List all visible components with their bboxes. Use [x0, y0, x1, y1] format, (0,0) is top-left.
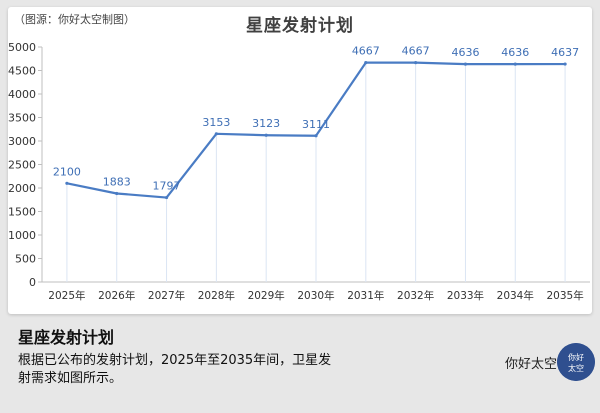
- x-tick-label: 2028年: [198, 289, 235, 302]
- data-label: 4667: [352, 45, 380, 58]
- y-tick-label: 3000: [8, 135, 36, 148]
- data-point: [115, 191, 119, 196]
- x-tick-label: 2032年: [397, 289, 434, 302]
- data-point: [513, 62, 517, 66]
- x-tick-label: 2029年: [248, 289, 285, 302]
- y-tick-label: 1500: [8, 206, 36, 219]
- x-tick-label: 2031年: [347, 289, 384, 302]
- data-label: 3123: [252, 117, 280, 130]
- y-tick-label: 500: [15, 253, 36, 266]
- data-point: [364, 61, 368, 65]
- x-tick-label: 2033年: [447, 289, 484, 302]
- x-tick-label: 2035年: [546, 289, 583, 302]
- source-note: （图源：你好太空制图）: [14, 13, 135, 26]
- data-label: 3153: [202, 116, 230, 129]
- data-point: [264, 133, 268, 137]
- x-tick-label: 2025年: [48, 289, 85, 302]
- y-tick-label: 0: [29, 276, 36, 289]
- data-label: 2100: [53, 165, 81, 178]
- data-label: 4636: [451, 46, 479, 59]
- data-point: [414, 61, 418, 65]
- footer-title: 星座发射计划: [18, 328, 115, 347]
- data-label: 1797: [153, 180, 181, 193]
- data-point: [463, 62, 468, 66]
- x-tick-label: 2026年: [98, 289, 135, 302]
- chart-title: 星座发射计划: [246, 16, 354, 36]
- brand-logo-text-top: 你好: [568, 352, 584, 362]
- data-point: [314, 134, 318, 138]
- data-label: 4667: [402, 45, 430, 58]
- data-label: 3111: [302, 118, 330, 131]
- y-tick-label: 5000: [8, 41, 36, 54]
- y-tick-label: 4500: [8, 65, 36, 78]
- data-label: 4636: [501, 46, 529, 59]
- y-tick-label: 1000: [8, 229, 36, 242]
- x-tick-label: 2034年: [497, 289, 534, 302]
- y-tick-label: 3500: [8, 112, 36, 125]
- data-point: [563, 62, 567, 66]
- data-point: [214, 132, 218, 136]
- x-tick-label: 2030年: [297, 289, 334, 302]
- data-label: 4637: [551, 46, 579, 59]
- y-tick-label: 4000: [8, 88, 36, 101]
- brand-logo-text-bottom: 太空: [568, 363, 584, 373]
- data-point: [164, 195, 169, 200]
- data-label: 1883: [103, 175, 131, 188]
- x-tick-label: 2027年: [148, 289, 185, 302]
- data-point: [65, 181, 69, 185]
- y-tick-label: 2500: [8, 159, 36, 172]
- brand-name: 你好太空: [505, 357, 558, 372]
- chart-card: [8, 7, 592, 314]
- footer-description: 根据已公布的发射计划，2025年至2035年间，卫星发射需求如图所示。: [18, 353, 332, 386]
- brand-logo: 你好 太空: [557, 343, 595, 381]
- line-chart: 0 500 1000 1500 2000 2500 3000 3500 4000 4500 5000…: [8, 41, 590, 302]
- y-tick-label: 2000: [8, 182, 36, 195]
